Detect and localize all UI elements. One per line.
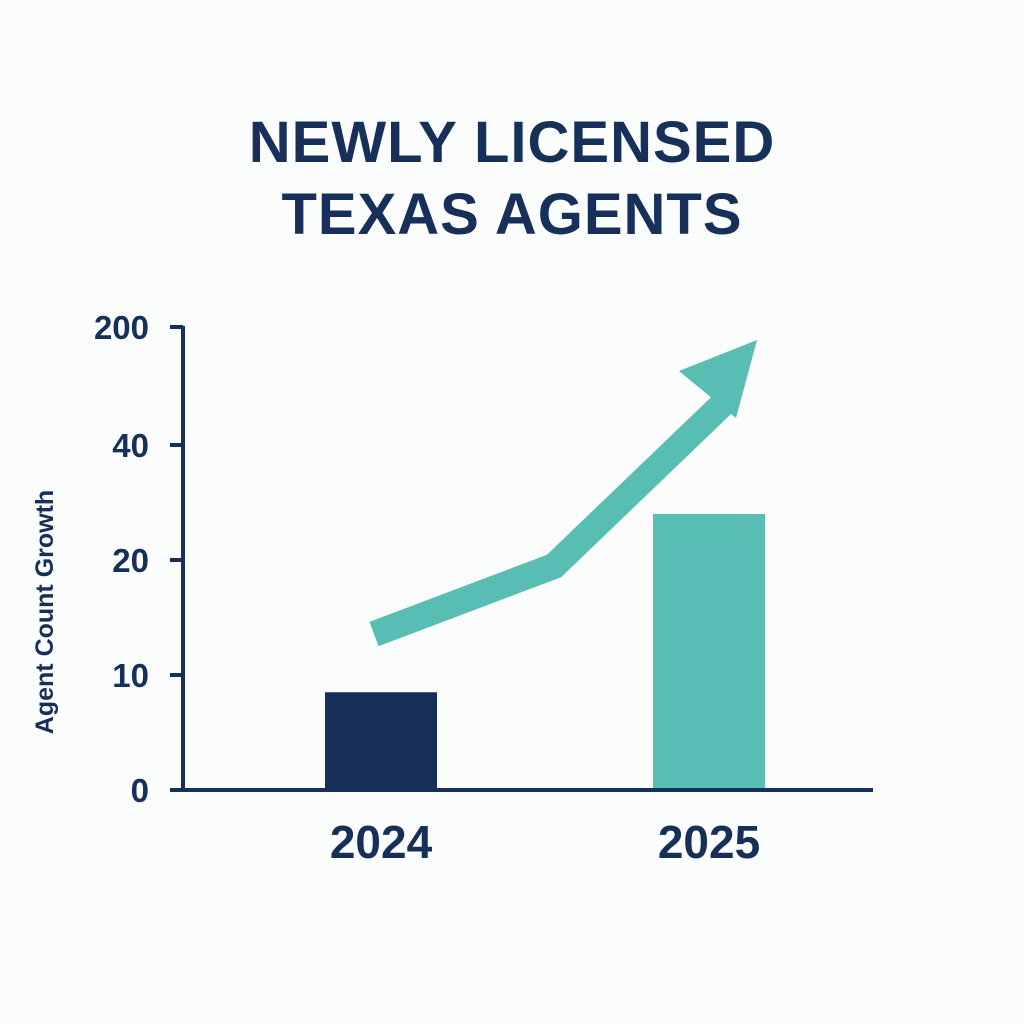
- chart-title-line-2: TEXAS AGENTS: [281, 182, 743, 247]
- y-axis-ticks: 0 10 20 40 200: [94, 309, 183, 809]
- y-axis-title: Agent Count Growth: [31, 490, 59, 734]
- y-tick-label: 20: [112, 542, 149, 579]
- chart-title-line-1: NEWLY LICENSED: [248, 110, 776, 175]
- y-tick-label: 10: [112, 657, 149, 694]
- y-tick-label: 0: [131, 772, 149, 809]
- trend-arrow-head: [679, 340, 757, 418]
- trend-arrow: [369, 387, 740, 647]
- bar-2025: [653, 514, 765, 790]
- y-tick-label: 40: [112, 427, 149, 464]
- bar-2024: [325, 692, 437, 790]
- x-axis-labels: 2024 2025: [330, 816, 760, 868]
- x-tick-label-2024: 2024: [330, 816, 433, 868]
- x-tick-label-2025: 2025: [658, 816, 760, 868]
- y-tick-label: 200: [94, 309, 149, 346]
- bars: [325, 514, 765, 790]
